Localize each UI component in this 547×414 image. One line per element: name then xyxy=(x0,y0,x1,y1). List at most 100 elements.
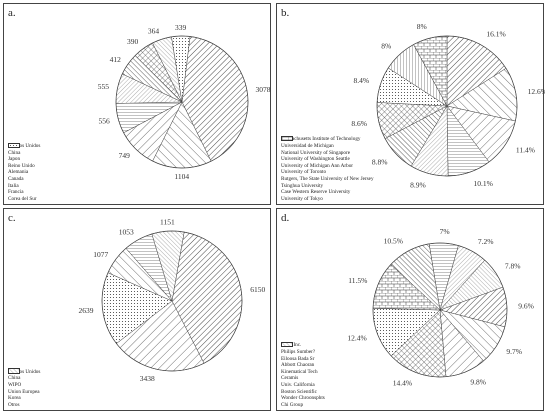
legend-label: Univ. California xyxy=(281,381,315,388)
panel-a: a. 3078 1104 749 556 555 412 390 364 339 Estados… xyxy=(3,3,271,205)
legend-item: Abbott Chaoran xyxy=(281,342,325,369)
panel-c: c. 6150 3438 2639 1077 1053 1151 Estados Unid… xyxy=(3,208,271,411)
legend-label: Corea del Sur xyxy=(8,195,37,202)
legend-label: Estados Unidos xyxy=(8,368,41,375)
legend-item: Korea xyxy=(8,368,40,402)
pie-chart-c: 6150 3438 2639 1077 1053 1151 xyxy=(79,218,266,383)
slice-value-label: 10.1% xyxy=(474,179,493,188)
slice-value-label: 9.6% xyxy=(518,302,534,311)
legend-label: National University of Singapore xyxy=(281,149,351,156)
legend-item: Ceramis xyxy=(281,342,325,382)
legend-item: Kinematical Tech xyxy=(281,342,325,375)
panel-label: c. xyxy=(8,212,16,224)
slice-value-label: 12.6% xyxy=(528,87,545,96)
legend-item: National University of Singapore xyxy=(281,136,374,156)
legend-item: Eiloosa Bada Sr xyxy=(281,342,325,362)
slice-value-label: 1104 xyxy=(174,172,189,181)
slice-value-label: 749 xyxy=(119,151,131,160)
legend-item: China xyxy=(8,368,40,382)
legend-item: Canada xyxy=(8,142,40,183)
legend-label: WIPO xyxy=(8,381,22,388)
legend-label: China xyxy=(8,149,21,156)
slice-value-label: 14.4% xyxy=(393,379,412,388)
legend-a: Estados Unidos China Japon Reino Unido Alema… xyxy=(8,142,40,202)
slice-value-label: 12.4% xyxy=(347,333,366,342)
legend-swatch xyxy=(8,368,20,374)
panel-label: a. xyxy=(8,7,16,19)
slice-value-label: 1077 xyxy=(93,250,108,259)
legend-item: Universidad de Michigan xyxy=(281,136,374,150)
legend-label: Tsinghua University xyxy=(281,182,324,189)
slice-value-label: 6150 xyxy=(250,285,265,294)
panel-b: b. 16.1% 12.6% 11.4% 10.1% 8.9% 8.8% 8.6% 8.4% 8… xyxy=(276,3,545,205)
legend-swatch xyxy=(8,142,20,148)
panel-label: d. xyxy=(281,212,290,224)
slice-value-label: 8.8% xyxy=(372,158,388,167)
legend-label: Alemania xyxy=(8,169,29,176)
slice-value-label: 1151 xyxy=(160,218,175,227)
legend-b: Massachusetts Institute of Technology Uni… xyxy=(281,136,374,202)
legend-label: Kinematical Tech xyxy=(281,368,318,375)
legend-label: Boston Scientific xyxy=(281,388,317,395)
legend-item: Wonder Chroonsphts xyxy=(281,342,325,402)
legend-d: Cree, Inc.Philips Sumber?Eiloosa Bada Sr… xyxy=(281,342,325,408)
slice-value-label: 16.1% xyxy=(486,30,505,39)
legend-label: University of Toronto xyxy=(281,169,327,176)
slice-value-label: 1053 xyxy=(119,227,134,236)
slice-value-label: 9.8% xyxy=(470,378,486,387)
pie-chart-a: 3078 1104 749 556 555 412 390 364 339 xyxy=(98,23,271,181)
legend-c: Estados Unidos China WIPO Union Europea Kore… xyxy=(8,368,40,408)
legend-item: Japon xyxy=(8,142,40,163)
slice-value-label: 3078 xyxy=(256,85,271,94)
pie-outline xyxy=(376,35,518,177)
pie-chart-b: 16.1% 12.6% 11.4% 10.1% 8.9% 8.8% 8.6% 8.4% 8% 8% xyxy=(351,22,545,190)
legend-item: Rutgers, The State University of New Jer… xyxy=(281,136,374,183)
slice-value-label: 7% xyxy=(440,227,450,236)
slice-value-label: 9.7% xyxy=(506,347,522,356)
legend-label: University of Washington Seattle xyxy=(281,156,350,163)
legend-item: Philips Sumber? xyxy=(281,342,325,356)
legend-item: University of Tokyo xyxy=(281,136,374,202)
legend-label: Italia xyxy=(8,182,19,189)
legend-label: China xyxy=(8,375,21,382)
legend-item: WIPO xyxy=(8,368,40,389)
slice-value-label: 556 xyxy=(99,116,111,125)
slice-value-label: 7.8% xyxy=(505,262,521,271)
panel-label: b. xyxy=(281,7,290,19)
slice-value-label: 2639 xyxy=(79,306,94,315)
legend-item: Union Europea xyxy=(8,368,40,395)
legend-item: Massachusetts Institute of Technology xyxy=(281,136,374,143)
legend-item: Chi Group xyxy=(281,342,325,408)
legend-label: Massachusetts Institute of Technology xyxy=(281,136,361,143)
legend-item: Alemania xyxy=(8,142,40,176)
pie-chart-d: 9.6% 9.7% 9.8% 14.4% 12.4% 11.5% 10.5% 7% 7.2% 7.… xyxy=(347,227,534,388)
slice-value-label: 8% xyxy=(417,22,427,31)
legend-swatch xyxy=(281,136,293,142)
legend-label: Union Europea xyxy=(8,388,40,395)
legend-label: Otros xyxy=(8,401,20,408)
legend-label: Japon xyxy=(8,156,21,163)
pie-outline xyxy=(101,230,243,372)
legend-item: Tsinghua University xyxy=(281,136,374,189)
legend-item: Otros xyxy=(8,368,40,408)
pie-outline xyxy=(372,242,508,378)
legend-item: Italia xyxy=(8,142,40,189)
slice-value-label: 11.5% xyxy=(348,276,367,285)
legend-item: Francia xyxy=(8,142,40,196)
legend-label: Rutgers, The State University of New Jer… xyxy=(281,175,374,182)
slice-value-label: 8.9% xyxy=(410,181,426,190)
slice-value-label: 10.5% xyxy=(384,236,403,245)
legend-label: University of Michigan Ann Arbor xyxy=(281,162,354,169)
legend-item: University of Toronto xyxy=(281,136,374,176)
slice-value-label: 555 xyxy=(98,82,110,91)
panel-d: d. 9.6% 9.7% 9.8% 14.4% 12.4% 11.5% 10.5% 7% 7.2… xyxy=(276,208,544,411)
slice-value-label: 11.4% xyxy=(516,146,535,155)
slice-value-label: 8.4% xyxy=(353,76,369,85)
legend-item: China xyxy=(8,142,40,156)
legend-item: Univ. California xyxy=(281,342,325,389)
slice-value-label: 364 xyxy=(148,27,160,36)
legend-label: Universidad de Michigan xyxy=(281,142,334,149)
legend-label: Wonder Chroonsphts xyxy=(281,395,325,402)
slice-value-label: 339 xyxy=(175,23,187,32)
slice-value-label: 412 xyxy=(110,55,122,64)
